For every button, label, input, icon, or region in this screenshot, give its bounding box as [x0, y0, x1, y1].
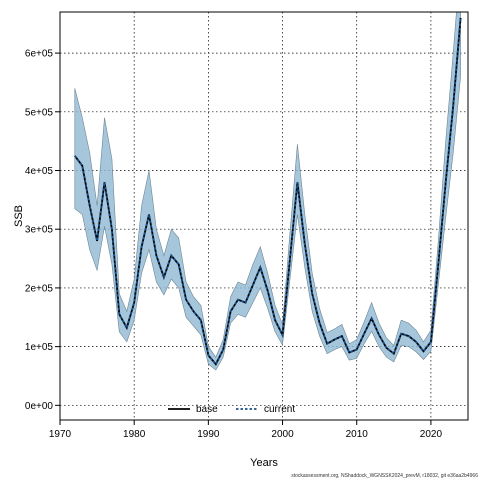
x-tick-label: 2000 [271, 429, 294, 440]
y-tick-label: 3e+05 [25, 225, 54, 236]
y-axis-title: SSB [13, 205, 25, 227]
legend-label-current: current [264, 404, 295, 415]
x-axis-title: Years [250, 457, 278, 469]
y-tick-label: 1e+05 [25, 342, 54, 353]
legend: base current [168, 404, 295, 415]
x-tick-label: 2010 [346, 429, 369, 440]
confidence-bands [74, 12, 461, 371]
y-tick-label: 0e+00 [25, 401, 54, 412]
x-tick-label: 2020 [420, 429, 443, 440]
x-tick-label: 1980 [123, 429, 146, 440]
grid [59, 12, 468, 420]
plot-frame [59, 11, 469, 421]
x-axis: 1970 1980 1990 2000 2010 2020 [49, 420, 443, 440]
y-axis: 0e+00 1e+05 2e+05 3e+05 4e+05 5e+05 6e+05 [25, 49, 60, 412]
x-tick-label: 1970 [49, 429, 72, 440]
y-tick-label: 5e+05 [25, 107, 54, 118]
footnote: stockassessment.org, NShaddock_WGNSSK202… [291, 473, 478, 479]
y-tick-label: 2e+05 [25, 283, 54, 294]
series-line-current [74, 17, 462, 366]
y-tick-label: 6e+05 [25, 49, 54, 60]
y-tick-label: 4e+05 [25, 166, 54, 177]
series-lines [74, 17, 462, 366]
confidence-band-current [74, 12, 461, 371]
x-tick-label: 1990 [197, 429, 220, 440]
legend-label-base: base [196, 404, 218, 415]
